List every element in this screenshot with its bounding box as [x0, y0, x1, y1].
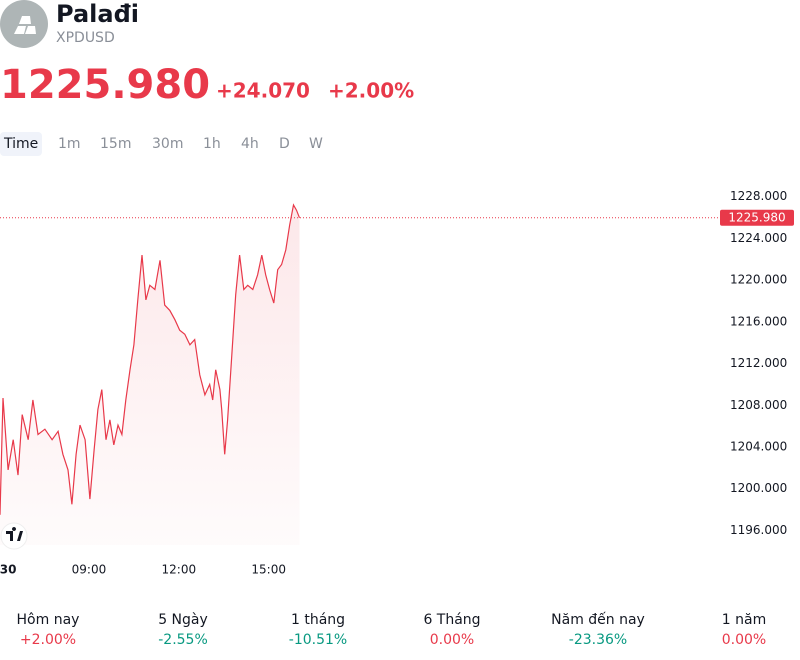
performance: Hôm nay +2.00% 5 Ngày -2.55% 1 tháng -10.51% 6…	[17, 611, 767, 648]
performance-label[interactable]: 5 Ngày	[158, 612, 208, 628]
performance-value[interactable]: +2.00%	[20, 632, 76, 648]
last-price-label: 1225.980	[728, 210, 785, 224]
performance-value[interactable]: 0.00%	[430, 632, 474, 648]
x-tick-label: 12:00	[162, 563, 197, 577]
y-tick-label: 1204.000	[730, 439, 787, 453]
performance-label[interactable]: 1 năm	[722, 612, 766, 628]
price: 1225.980	[0, 62, 210, 108]
price-change-percent: +2.00%	[328, 79, 414, 103]
area	[0, 205, 300, 545]
tab-selected-bg	[0, 132, 42, 156]
y-tick-label: 1208.000	[730, 398, 787, 412]
y-tick-label: 1216.000	[730, 314, 787, 328]
tabs: Time 1m 15m 30m 1h 4h D W	[0, 132, 323, 156]
tab[interactable]: W	[309, 136, 323, 152]
performance-label[interactable]: Hôm nay	[17, 612, 80, 628]
tab[interactable]: 1h	[203, 136, 221, 152]
y-tick-label: 1224.000	[730, 231, 787, 245]
tab[interactable]: Time	[3, 136, 38, 152]
price-change: +24.070	[216, 79, 310, 103]
tab[interactable]: 15m	[100, 136, 131, 152]
symbol-ticker: XPDUSD	[56, 30, 115, 46]
price-line	[0, 203, 301, 515]
tab[interactable]: 4h	[241, 136, 259, 152]
tab[interactable]: 30m	[152, 136, 183, 152]
symbol-icon	[0, 0, 48, 48]
performance-value[interactable]: 0.00%	[722, 632, 766, 648]
y-tick-label: 1220.000	[730, 273, 787, 287]
x-tick-label: 30	[0, 563, 16, 577]
symbol-title: Palađi	[56, 0, 139, 28]
performance-label[interactable]: 1 tháng	[291, 612, 345, 628]
performance-value[interactable]: -23.36%	[569, 632, 627, 648]
chart: 1196.000 1200.000 1204.000 1208.000 1212.000…	[0, 189, 794, 577]
performance-value[interactable]: -10.51%	[289, 632, 347, 648]
y-tick-label: 1200.000	[730, 481, 787, 495]
x-tick-label: 15:00	[251, 563, 286, 577]
y-tick-label: 1196.000	[730, 523, 787, 537]
tab[interactable]: 1m	[58, 136, 81, 152]
performance-label[interactable]: Năm đến nay	[551, 611, 645, 628]
performance-label[interactable]: 6 Tháng	[423, 612, 480, 628]
tab[interactable]: D	[279, 136, 290, 152]
y-tick-label: 1212.000	[730, 356, 787, 370]
tv-logo	[0, 522, 28, 550]
y-tick-label: 1228.000	[730, 189, 787, 203]
x-tick-label: 09:00	[72, 563, 107, 577]
last-price-badge	[720, 209, 794, 226]
performance-value[interactable]: -2.55%	[158, 632, 208, 648]
